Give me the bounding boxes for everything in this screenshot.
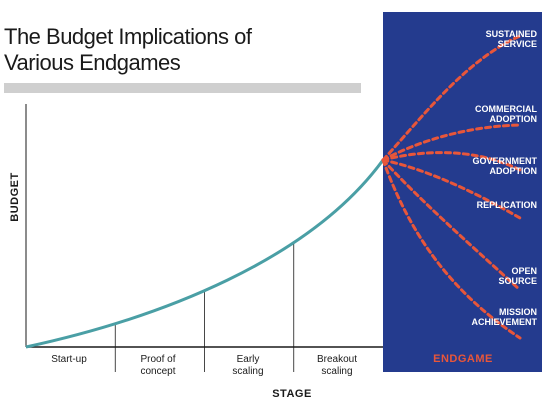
branch-replication bbox=[381, 158, 522, 220]
stage-label-proof-of-concept-2: concept bbox=[140, 366, 175, 377]
chart-title-line-2: Various Endgames bbox=[4, 50, 181, 75]
endgame-label-adoption-2: ADOPTION bbox=[489, 166, 537, 176]
x-axis-label: STAGE bbox=[272, 388, 312, 400]
branch-mission-achievement bbox=[381, 158, 522, 340]
endgame-panel bbox=[383, 12, 542, 372]
budget-curve bbox=[25, 159, 385, 349]
endgame-label-source: SOURCE bbox=[498, 276, 537, 286]
stage-dividers bbox=[114, 242, 295, 372]
chart-title-line-1: The Budget Implications of bbox=[4, 24, 253, 49]
endgame-label-open: OPEN bbox=[511, 266, 537, 276]
branch-government-adoption bbox=[381, 151, 522, 172]
endgame-label-sustained: SUSTAINED bbox=[486, 29, 538, 39]
stage-labels: Start-up Proof of concept Early scaling … bbox=[51, 354, 357, 377]
stage-label-early-scaling-1: Early bbox=[237, 354, 260, 365]
branch-open-source bbox=[381, 158, 522, 292]
endgame-label-adoption-1: ADOPTION bbox=[489, 114, 537, 124]
endgame-label-achievement: ACHIEVEMENT bbox=[471, 317, 537, 327]
endgame-label-commercial: COMMERCIAL bbox=[475, 104, 537, 114]
branch-commercial-adoption bbox=[381, 123, 522, 162]
endgame-label-mission: MISSION bbox=[499, 307, 537, 317]
stage-label-early-scaling-2: scaling bbox=[232, 366, 263, 377]
endgame-label-government: GOVERNMENT bbox=[472, 156, 537, 166]
endgame-stage-label: ENDGAME bbox=[433, 353, 493, 365]
stage-label-breakout-scaling-2: scaling bbox=[321, 366, 352, 377]
stage-label-start-up: Start-up bbox=[51, 354, 87, 365]
title-underline-bar bbox=[4, 83, 361, 93]
stage-label-proof-of-concept-1: Proof of bbox=[140, 354, 175, 365]
y-axis-label: BUDGET bbox=[9, 172, 21, 221]
endgame-label-replication: REPLICATION bbox=[477, 200, 537, 210]
endgame-branches bbox=[381, 34, 522, 340]
branch-sustained-service bbox=[381, 34, 522, 162]
endgame-label-service: SERVICE bbox=[498, 39, 537, 49]
stage-label-breakout-scaling-1: Breakout bbox=[317, 354, 357, 365]
endgame-labels: SUSTAINED SERVICE COMMERCIAL ADOPTION GO… bbox=[471, 29, 537, 327]
